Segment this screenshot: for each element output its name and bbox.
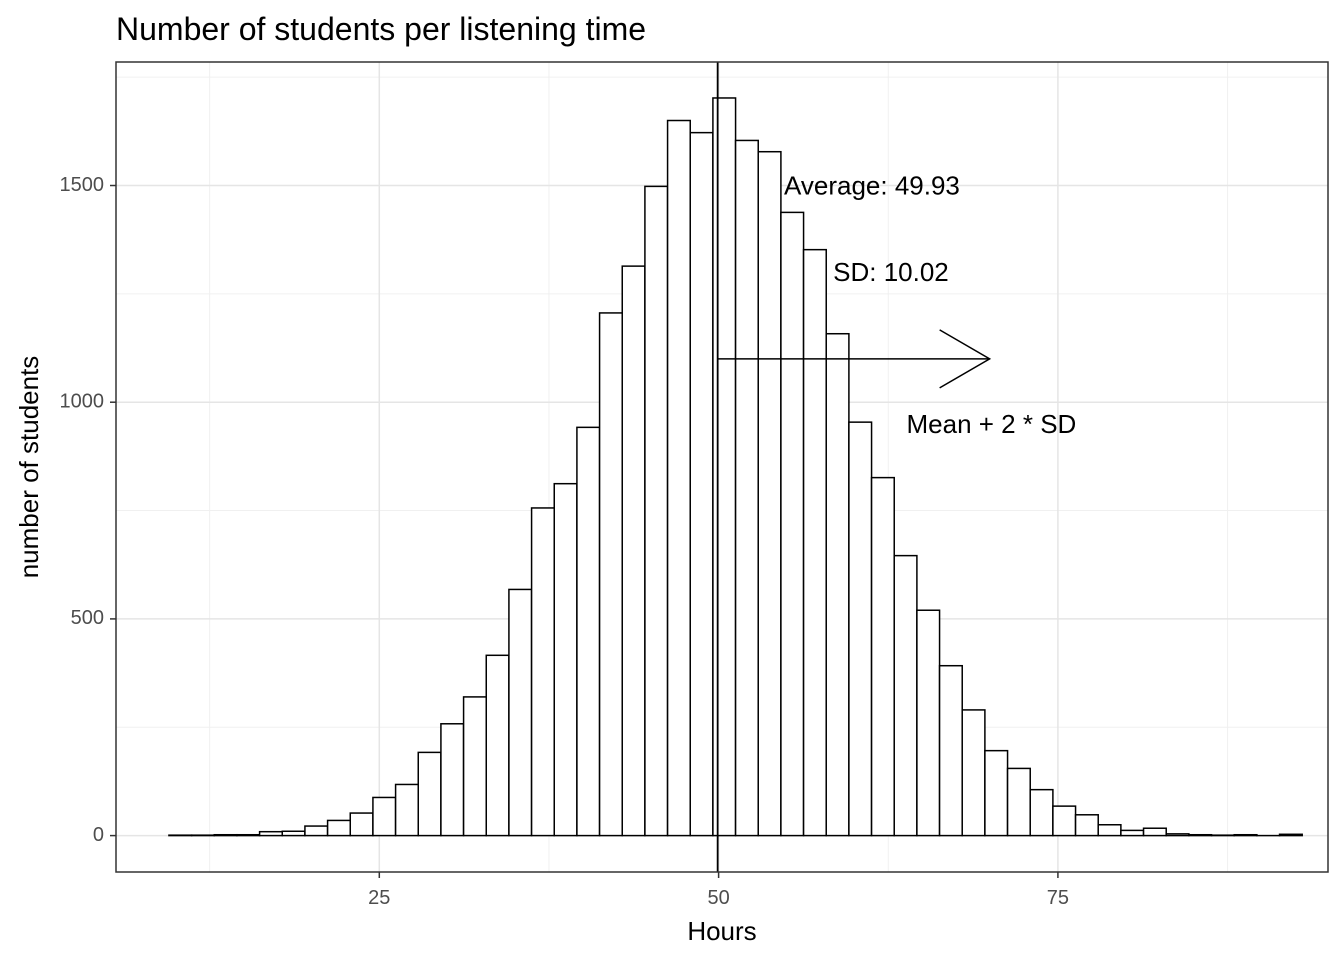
- histogram-bar: [666, 119, 691, 837]
- histogram-bar: [530, 507, 555, 837]
- histogram-bar: [621, 265, 646, 837]
- x-tick-label: 75: [1047, 887, 1069, 909]
- histogram-bar: [462, 696, 488, 837]
- annotation-label: Average: 49.93: [784, 171, 960, 201]
- panel-border: [115, 61, 1329, 873]
- histogram-bar: [1233, 833, 1258, 837]
- histogram-bar: [213, 833, 238, 837]
- histogram-bar: [236, 833, 261, 837]
- histogram-bar: [485, 654, 510, 837]
- x-tick-label: 50: [707, 887, 729, 909]
- histogram-bar: [508, 588, 533, 837]
- histogram-bar: [1188, 833, 1213, 837]
- histogram-bar: [1052, 805, 1077, 837]
- histogram-bar: [893, 554, 918, 837]
- histogram-bar: [734, 139, 759, 837]
- histogram-bar: [1029, 788, 1054, 837]
- annotation-label: SD: 10.02: [833, 257, 949, 287]
- histogram-bar: [984, 749, 1009, 837]
- histogram-bar: [802, 248, 827, 837]
- annotation-label: Mean + 2 * SD: [907, 409, 1077, 439]
- histogram-bar: [689, 131, 714, 837]
- histogram-bar: [553, 482, 578, 837]
- histogram-bar: [417, 751, 442, 837]
- histogram-bar: [916, 609, 941, 837]
- histogram-bar: [598, 312, 623, 837]
- x-axis-title: Hours: [687, 916, 756, 946]
- histogram-bar: [938, 664, 963, 837]
- histogram-bar: [394, 783, 420, 837]
- histogram-bar: [1278, 833, 1303, 837]
- histogram-bar: [757, 150, 782, 837]
- y-axis-title: number of students: [14, 356, 44, 579]
- histogram-bar: [780, 211, 805, 837]
- histogram-bar: [1006, 767, 1031, 837]
- histogram-bar: [576, 426, 601, 837]
- y-tick-label: 1000: [60, 390, 105, 412]
- histogram-bar: [372, 796, 397, 837]
- y-tick-label: 0: [93, 824, 104, 846]
- histogram-bar: [258, 830, 284, 837]
- histogram-bar: [870, 476, 895, 837]
- chart-title: Number of students per listening time: [116, 11, 646, 47]
- x-tick-label: 25: [368, 887, 390, 909]
- y-tick-label: 500: [71, 607, 104, 629]
- histogram-bar: [326, 819, 352, 837]
- histogram-bar: [1097, 824, 1122, 837]
- histogram-bar: [1120, 829, 1145, 837]
- histogram-bar: [825, 332, 850, 837]
- histogram-bar: [349, 812, 374, 837]
- histogram-bar: [644, 185, 669, 837]
- arrow-head: [939, 329, 992, 389]
- histogram-bar: [1074, 814, 1099, 837]
- y-tick-label: 1500: [60, 174, 105, 196]
- histogram-bar: [304, 825, 329, 837]
- histogram-bar: [281, 830, 306, 837]
- histogram-bar: [440, 723, 465, 837]
- histogram-bar: [712, 97, 737, 837]
- histogram-bar: [1142, 827, 1167, 837]
- plot-panel: Average: 49.93 SD: 10.02 Mean + 2 * SD 25 50…: [60, 61, 1329, 909]
- histogram-bar: [1165, 833, 1190, 837]
- histogram-bar: [848, 421, 873, 837]
- histogram-bar: [961, 709, 986, 837]
